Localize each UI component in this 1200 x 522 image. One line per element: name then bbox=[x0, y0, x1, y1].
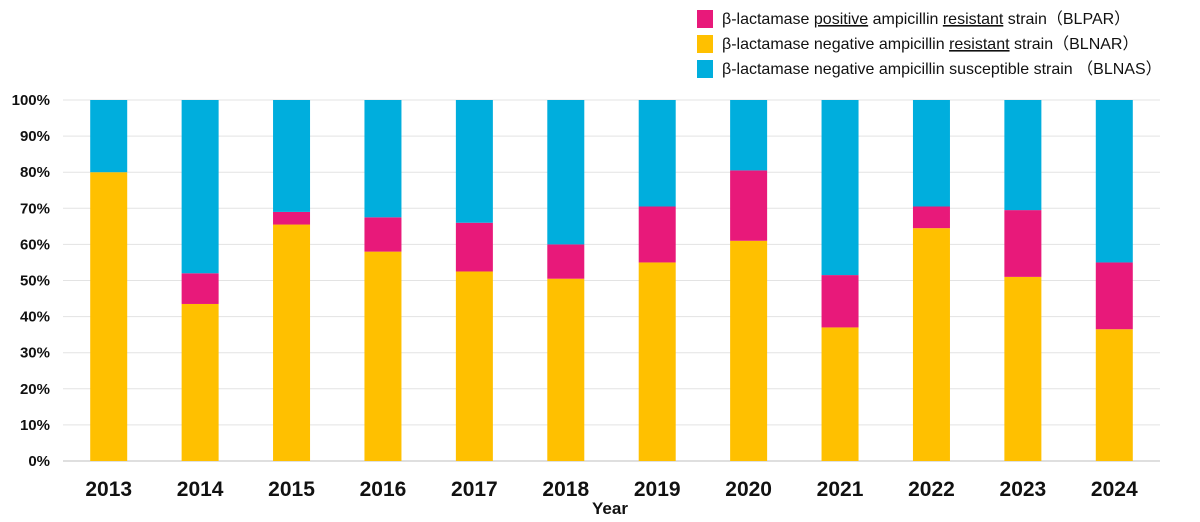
bar-segment bbox=[638, 206, 676, 263]
y-tick-label: 70% bbox=[20, 200, 50, 217]
x-tick-label: 2022 bbox=[908, 478, 955, 501]
bar-segment bbox=[821, 327, 859, 461]
y-tick-label: 40% bbox=[20, 309, 50, 326]
y-tick-label: 100% bbox=[12, 92, 50, 109]
bar-segment bbox=[455, 271, 493, 461]
bar-segment bbox=[455, 100, 493, 223]
bar-segment bbox=[364, 251, 402, 461]
bar-segment bbox=[912, 228, 950, 461]
x-tick-label: 2013 bbox=[85, 478, 132, 501]
y-tick-label: 90% bbox=[20, 128, 50, 145]
bar-segment bbox=[273, 100, 311, 212]
x-tick-label: 2021 bbox=[817, 478, 864, 501]
bar-segment bbox=[1095, 329, 1133, 461]
bar-segment bbox=[273, 211, 311, 225]
legend-entry: β-lactamase negative ampicillin resistan… bbox=[722, 35, 1138, 53]
legend-swatch bbox=[697, 35, 713, 53]
bar-segment bbox=[730, 170, 768, 241]
x-tick-label: 2014 bbox=[177, 478, 224, 501]
x-axis: 2013 2014 2015 2016 2017 2018 2019 2020 2021 2022… bbox=[85, 478, 1138, 501]
bar-segment bbox=[547, 244, 585, 279]
bar-segment bbox=[821, 275, 859, 328]
y-tick-label: 60% bbox=[20, 236, 50, 253]
bar-segment bbox=[730, 240, 768, 461]
bar-segment bbox=[364, 217, 402, 252]
bar-segment bbox=[1095, 100, 1133, 263]
gridlines bbox=[63, 99, 1160, 462]
legend-swatch bbox=[697, 60, 713, 78]
bar-segment bbox=[90, 172, 128, 461]
bar-segment bbox=[181, 303, 219, 461]
x-tick-label: 2019 bbox=[634, 478, 681, 501]
y-tick-label: 0% bbox=[28, 453, 50, 470]
x-tick-label: 2018 bbox=[542, 478, 589, 501]
y-tick-label: 50% bbox=[20, 273, 50, 290]
bar-segment bbox=[181, 273, 219, 304]
bar-segment bbox=[912, 206, 950, 229]
y-tick-label: 10% bbox=[20, 417, 50, 434]
bars bbox=[90, 100, 1133, 461]
bar-segment bbox=[455, 222, 493, 272]
bar-segment bbox=[1095, 262, 1133, 330]
legend: β-lactamase positive ampicillin resistan… bbox=[697, 10, 1162, 78]
bar-segment bbox=[1004, 100, 1042, 211]
y-tick-label: 20% bbox=[20, 381, 50, 398]
bar-segment bbox=[273, 224, 311, 461]
x-tick-label: 2020 bbox=[725, 478, 772, 501]
bar-segment bbox=[638, 262, 676, 461]
bar-segment bbox=[730, 100, 768, 171]
bar-segment bbox=[912, 100, 950, 207]
y-tick-label: 80% bbox=[20, 164, 50, 181]
y-axis: 0% 10% 20% 30% 40% 50% 60% 70% 80% 90% 100% bbox=[12, 92, 50, 470]
legend-entry: β-lactamase negative ampicillin suscepti… bbox=[722, 60, 1162, 78]
bar-segment bbox=[821, 100, 859, 276]
y-tick-label: 30% bbox=[20, 345, 50, 362]
x-tick-label: 2015 bbox=[268, 478, 315, 501]
legend-entry: β-lactamase positive ampicillin resistan… bbox=[722, 10, 1130, 28]
bar-segment bbox=[181, 100, 219, 274]
x-tick-label: 2024 bbox=[1091, 478, 1138, 501]
bar-segment bbox=[1004, 210, 1042, 277]
bar-segment bbox=[90, 100, 128, 173]
bar-segment bbox=[547, 100, 585, 245]
x-tick-label: 2017 bbox=[451, 478, 498, 501]
bar-segment bbox=[547, 278, 585, 461]
x-axis-label: Year bbox=[592, 499, 628, 518]
x-tick-label: 2016 bbox=[360, 478, 407, 501]
bar-segment bbox=[1004, 276, 1042, 461]
bar-segment bbox=[638, 100, 676, 207]
x-tick-label: 2023 bbox=[1000, 478, 1047, 501]
bar-segment bbox=[364, 100, 402, 218]
legend-swatch bbox=[697, 10, 713, 28]
